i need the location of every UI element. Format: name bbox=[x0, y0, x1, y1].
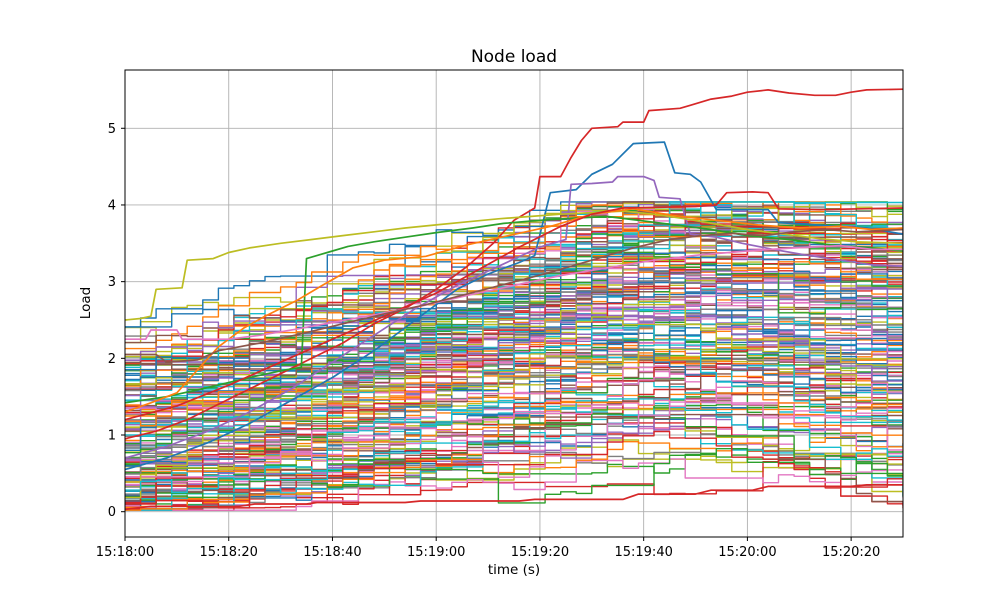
x-tick-label: 15:19:40 bbox=[614, 545, 672, 560]
x-tick-label: 15:18:40 bbox=[303, 545, 361, 560]
series-line bbox=[125, 226, 903, 366]
series-line-brown-flat bbox=[125, 228, 903, 364]
series-line bbox=[125, 402, 903, 507]
series-line bbox=[125, 201, 903, 427]
series-line-orange-riser bbox=[125, 207, 903, 413]
x-tick-label: 15:18:20 bbox=[200, 545, 258, 560]
series-line bbox=[125, 343, 903, 432]
series-line bbox=[125, 325, 903, 493]
axes-frame bbox=[124, 69, 904, 538]
chart-title: Node load bbox=[470, 47, 558, 67]
series-line bbox=[125, 413, 903, 503]
series-line bbox=[125, 368, 903, 511]
series-line bbox=[125, 362, 903, 427]
y-tick-label: 5 bbox=[108, 122, 116, 137]
series-line bbox=[125, 284, 903, 465]
series-line bbox=[125, 458, 903, 511]
series-line bbox=[125, 243, 903, 481]
series-line-olive-early-riser bbox=[125, 210, 903, 321]
series-line bbox=[125, 382, 903, 478]
x-tick-label: 15:20:00 bbox=[718, 545, 776, 560]
y-tick-label: 1 bbox=[108, 429, 116, 444]
x-tick-label: 15:19:20 bbox=[511, 545, 569, 560]
y-axis-label: Load bbox=[78, 286, 94, 320]
series-line-bottom-red bbox=[125, 484, 903, 511]
x-tick-label: 15:20:20 bbox=[822, 545, 880, 560]
x-tick-label: 15:18:00 bbox=[96, 545, 154, 560]
series-lines-group bbox=[125, 88, 903, 511]
series-line-red-flat-four bbox=[125, 191, 903, 421]
series-line bbox=[125, 279, 903, 475]
x-axis-label: time (s) bbox=[487, 562, 541, 578]
series-line-green-step bbox=[125, 215, 903, 404]
series-line bbox=[125, 395, 903, 476]
series-line-red-top-climber bbox=[125, 88, 903, 440]
series-line bbox=[125, 205, 903, 358]
x-tick-label: 15:19:00 bbox=[407, 545, 465, 560]
series-line-blue-peak bbox=[125, 141, 903, 471]
y-tick-label: 3 bbox=[108, 275, 116, 290]
y-tick-label: 2 bbox=[108, 352, 116, 367]
y-tick-label: 4 bbox=[108, 198, 116, 213]
series-line-purple-peak bbox=[125, 175, 903, 459]
y-tick-label: 0 bbox=[108, 505, 116, 520]
series-line bbox=[125, 415, 903, 509]
series-line bbox=[125, 373, 903, 466]
